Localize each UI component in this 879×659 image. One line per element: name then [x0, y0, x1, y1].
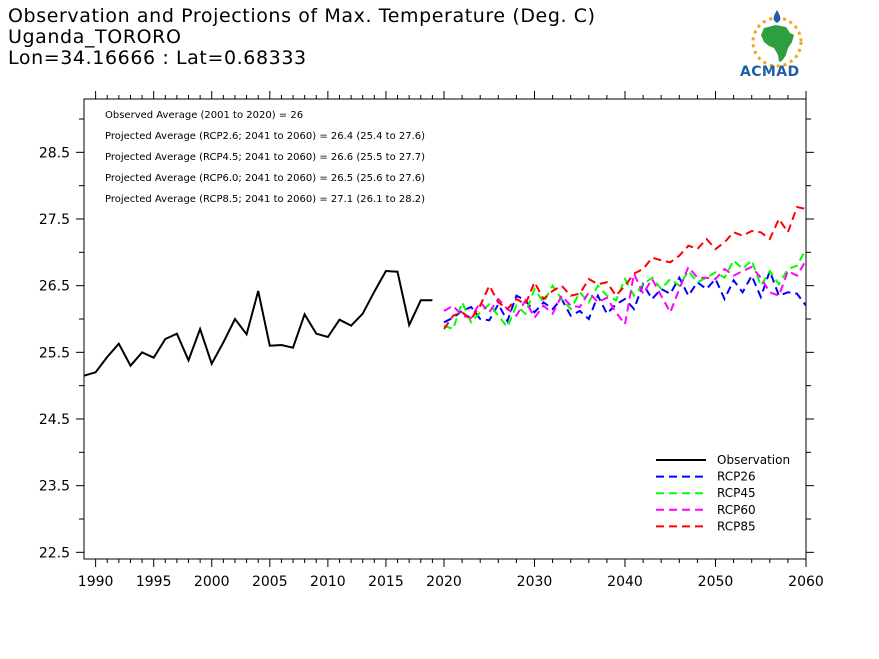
legend-label-rcp26: RCP26 — [717, 470, 756, 484]
annotation-line: Projected Average (RCP8.5; 2041 to 2060)… — [105, 194, 425, 205]
x-tick-label: 2050 — [698, 574, 734, 590]
chart-title-block: Observation and Projections of Max. Temp… — [8, 6, 596, 69]
x-tick-label: 2020 — [426, 574, 462, 590]
annotation-line: Observed Average (2001 to 2020) = 26 — [105, 110, 303, 121]
legend-label-observation: Observation — [717, 453, 790, 467]
africa-map-logo-icon — [751, 10, 803, 68]
annotation-block: Observed Average (2001 to 2020) = 26 Proj… — [105, 110, 425, 205]
series-line-rcp60 — [443, 259, 807, 327]
acmad-logo-text: ACMAD — [740, 64, 800, 80]
series-line-rcp26 — [443, 268, 807, 324]
annotation-line: Projected Average (RCP2.6; 2041 to 2060)… — [105, 131, 425, 142]
y-tick-label: 23.5 — [39, 479, 70, 495]
chart-title: Observation and Projections of Max. Temp… — [8, 5, 596, 27]
legend-label-rcp60: RCP60 — [717, 503, 756, 517]
legend: Observation RCP26 RCP45 RCP60 RCP85 — [656, 453, 790, 533]
station-name: Uganda_TORORO — [8, 26, 182, 48]
axis-ticks — [76, 91, 814, 567]
x-tick-label: 2030 — [517, 574, 553, 590]
x-tick-label: 2060 — [788, 574, 824, 590]
x-tick-label: 1995 — [136, 574, 172, 590]
y-tick-label: 27.5 — [39, 212, 70, 228]
series-line-observation — [83, 269, 433, 377]
y-tick-label: 24.5 — [39, 412, 70, 428]
station-coordinates: Lon=34.16666 : Lat=0.68333 — [8, 47, 307, 69]
annotation-line: Projected Average (RCP4.5; 2041 to 2060)… — [105, 152, 425, 163]
series-layer — [83, 205, 807, 377]
legend-label-rcp45: RCP45 — [717, 486, 756, 500]
series-line-rcp45 — [443, 248, 807, 331]
y-tick-label: 22.5 — [39, 545, 70, 561]
legend-label-rcp85: RCP85 — [717, 519, 756, 533]
x-tick-label: 2015 — [368, 574, 404, 590]
x-tick-label: 2010 — [310, 574, 346, 590]
x-tick-label: 1990 — [78, 574, 114, 590]
axis-tick-labels: 22.5 23.5 24.5 25.5 26.5 27.5 28.5 1990 1995 2000… — [39, 145, 824, 590]
annotation-line: Projected Average (RCP6.0; 2041 to 2060)… — [105, 173, 425, 184]
africa-shape-icon — [761, 25, 794, 62]
y-tick-label: 25.5 — [39, 345, 70, 361]
plot-frame — [83, 98, 807, 560]
x-tick-label: 2000 — [194, 574, 230, 590]
y-tick-label: 26.5 — [39, 279, 70, 295]
y-tick-label: 28.5 — [39, 145, 70, 161]
x-tick-label: 2040 — [607, 574, 643, 590]
x-tick-label: 2005 — [252, 574, 288, 590]
water-drop-icon — [773, 10, 781, 23]
